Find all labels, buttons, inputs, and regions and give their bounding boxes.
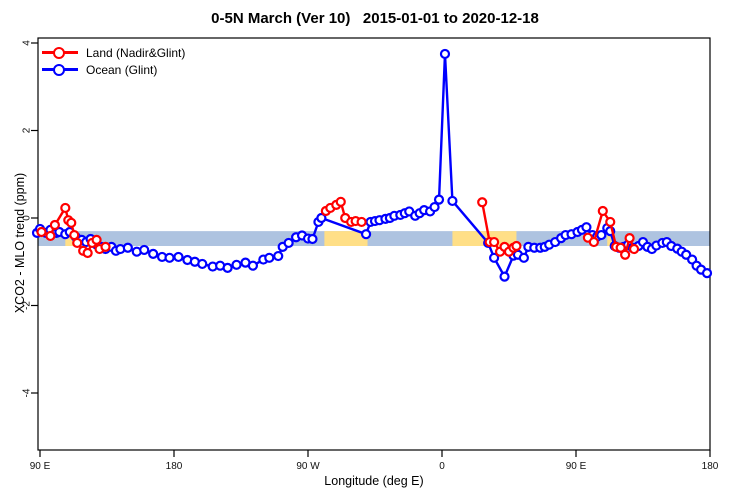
ocean-point (316, 212, 327, 224)
land-point (489, 236, 500, 248)
land-point (624, 233, 635, 244)
x-tick-label: 180 (702, 461, 719, 472)
legend-label-ocean: Ocean (Glint) (86, 62, 158, 77)
legend-item-land: Land (Nadir&Glint) (42, 44, 185, 61)
y-tick-label: 2 (22, 127, 33, 133)
plot-border (37, 37, 711, 451)
legend-circle-ocean (53, 63, 65, 76)
ocean-point (122, 242, 133, 253)
land-std-band-segment (65, 231, 76, 246)
ocean-point (173, 251, 184, 263)
land-point (100, 241, 111, 252)
land-point (45, 230, 56, 242)
ocean-point (164, 252, 175, 263)
ocean-point (360, 229, 372, 240)
ocean-point (247, 260, 259, 271)
land-point (91, 234, 102, 245)
legend: Land (Nadir&Glint) Ocean (Glint) (42, 44, 185, 78)
legend-marker-land-icon (42, 46, 78, 60)
land-point (36, 226, 47, 238)
ocean-point (701, 268, 713, 279)
ocean-point (148, 248, 159, 259)
ocean-point (139, 244, 150, 256)
x-tick-label: 180 (166, 461, 183, 472)
land-point (511, 240, 522, 252)
ocean-point (283, 237, 294, 249)
y-tick-label: -4 (22, 388, 33, 397)
ocean-point (273, 250, 284, 262)
legend-item-ocean: Ocean (Glint) (42, 61, 185, 78)
y-tick-label: 0 (22, 215, 33, 221)
y-tick-label: 4 (22, 40, 33, 46)
legend-label-land: Land (Nadir&Glint) (86, 45, 186, 60)
land-point (605, 216, 616, 228)
ocean-point (518, 252, 529, 263)
land-point (72, 237, 83, 249)
ocean-point (439, 48, 451, 60)
ocean-point (222, 262, 233, 273)
land-point (335, 196, 346, 207)
land-point (477, 197, 488, 208)
y-tick-label: -2 (22, 301, 33, 310)
land-point (620, 249, 631, 260)
ocean-point (489, 252, 500, 263)
land-point (628, 243, 640, 255)
legend-marker-ocean-icon (42, 63, 78, 77)
x-tick-label: 0 (439, 461, 445, 472)
y-axis-title: XCO2 - MLO trend (ppm) (13, 172, 27, 314)
land-point (49, 219, 60, 231)
ocean-point (433, 194, 445, 205)
chart-title: 0-5N March (Ver 10) 2015-01-01 to 2020-1… (211, 10, 539, 27)
x-axis-title: Longitude (deg E) (324, 474, 424, 488)
land-point (60, 202, 71, 214)
land-std-band-segment (324, 231, 368, 246)
land-point (615, 242, 626, 253)
land-point (588, 236, 599, 248)
ocean-std-band (38, 231, 710, 246)
ocean-point (596, 229, 607, 241)
x-tick-label: 90 W (296, 461, 320, 472)
land-point (82, 247, 93, 259)
ocean-point (264, 252, 275, 263)
ocean-point (231, 259, 242, 270)
ocean-point (429, 201, 440, 213)
land-point (66, 217, 77, 228)
x-tick-label: 90 E (566, 461, 587, 472)
ocean-point (581, 222, 592, 233)
land-std-band-segment (607, 231, 615, 246)
land-point (597, 205, 608, 217)
land-point (356, 216, 367, 228)
ocean-point (197, 258, 208, 270)
ocean-point (307, 233, 318, 245)
x-tick-label: 90 E (30, 461, 51, 472)
ocean-point (499, 271, 510, 282)
ocean-point (447, 195, 458, 207)
legend-circle-land (53, 46, 65, 59)
